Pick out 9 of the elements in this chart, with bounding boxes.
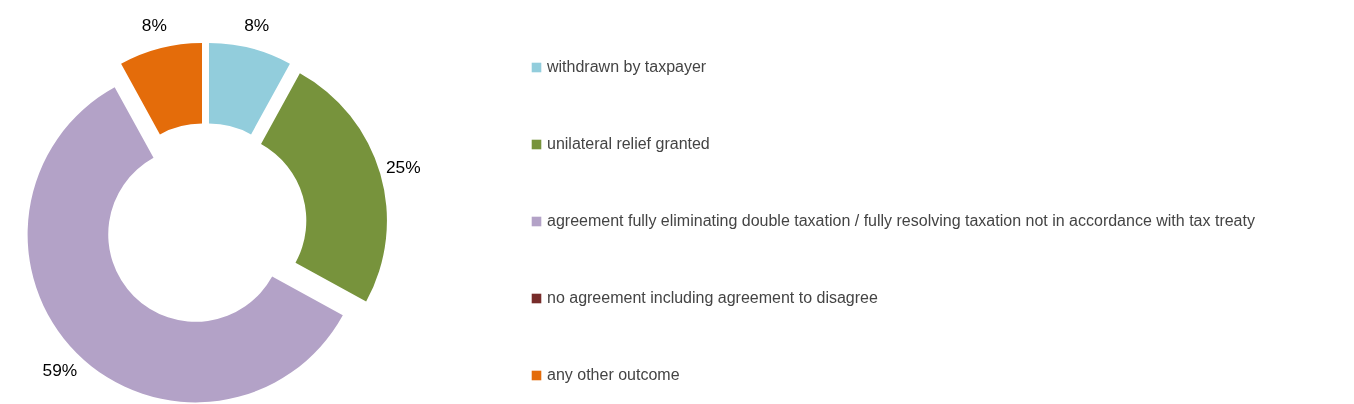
data-label: 25% bbox=[385, 157, 421, 178]
data-label: 8% bbox=[141, 14, 167, 35]
legend-label: withdrawn by taxpayer bbox=[547, 58, 707, 76]
legend-label: no agreement including agreement to disagree bbox=[547, 289, 878, 307]
data-label: 59% bbox=[42, 360, 78, 381]
legend-label: agreement fully eliminating double taxation / fully resolving taxation not in accordance with tax treaty bbox=[547, 212, 1255, 230]
legend-label: any other outcome bbox=[547, 366, 680, 384]
legend-label: unilateral relief granted bbox=[547, 135, 710, 153]
data-label: 8% bbox=[244, 14, 270, 35]
